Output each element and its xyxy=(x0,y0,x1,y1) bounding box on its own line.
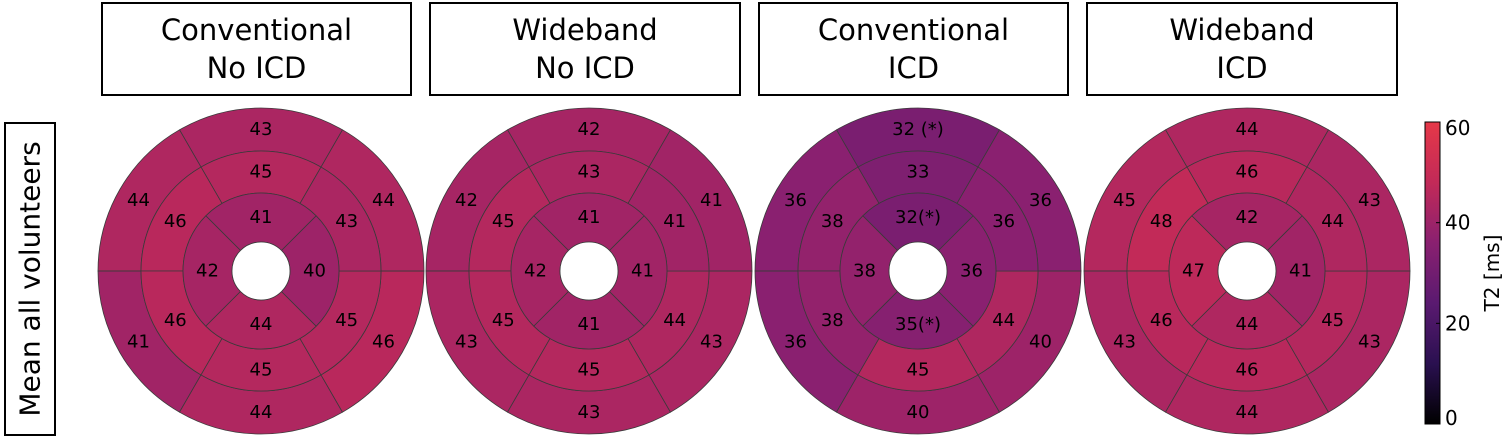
segment-6-value: 36 xyxy=(1029,190,1052,211)
bullseye-panel-1: 43 44 41 44 46 44 45 46 46 45 45 43 41 42 44 40 xyxy=(97,107,425,435)
segment-2-value: 36 xyxy=(784,190,807,211)
panel-2-title-line-2: No ICD xyxy=(535,51,635,85)
segment-13-value: 41 xyxy=(250,207,273,228)
segment-9-value: 46 xyxy=(1150,310,1173,331)
colorbar-tick-label-20: 20 xyxy=(1445,311,1470,335)
colorbar: 0 20 40 60 T2 [ms] xyxy=(1424,116,1504,430)
colorbar-tick-label-60: 60 xyxy=(1445,116,1470,140)
segment-9-value: 38 xyxy=(821,310,844,331)
segment-15-value: 44 xyxy=(1236,314,1259,335)
segment-7-value: 46 xyxy=(1236,162,1259,183)
bullseye-panel-4: 44 45 43 44 43 43 46 48 46 46 45 44 42 47 44 41 xyxy=(1083,107,1411,435)
segment-4-value: 44 xyxy=(1236,402,1259,423)
segment-1-value: 42 xyxy=(578,119,601,140)
panel-1-title-line-1: Conventional xyxy=(160,13,353,47)
bullseye-panels: 4344414446444546464545434142444042424343… xyxy=(97,107,1411,435)
segment-11-value: 45 xyxy=(1321,310,1344,331)
panel-header-4: Wideband ICD xyxy=(1086,2,1398,96)
segment-16-value: 41 xyxy=(1289,261,1312,282)
segment-2-value: 42 xyxy=(455,190,478,211)
segment-14-value: 42 xyxy=(524,261,547,282)
center-hole xyxy=(231,241,291,301)
segment-7-value: 43 xyxy=(578,162,601,183)
segment-16-value: 41 xyxy=(631,261,654,282)
segment-15-value: 44 xyxy=(250,314,273,335)
segment-1-value: 43 xyxy=(250,119,273,140)
segment-14-value: 47 xyxy=(1182,261,1205,282)
segment-4-value: 44 xyxy=(250,402,273,423)
segment-11-value: 44 xyxy=(992,310,1015,331)
row-label-box: Mean all volunteers xyxy=(4,122,56,436)
segment-13-value: 32(*) xyxy=(895,207,941,228)
bullseye-panel-2: 42 42 43 43 43 41 43 45 45 45 44 41 41 42 41 41 xyxy=(425,107,753,435)
segment-4-value: 40 xyxy=(907,402,930,423)
segment-10-value: 45 xyxy=(907,360,930,381)
segment-7-value: 45 xyxy=(250,162,273,183)
panel-3-title-line-1: Conventional xyxy=(817,13,1010,47)
segment-16-value: 36 xyxy=(960,261,983,282)
panel-4-title-line-2: ICD xyxy=(1216,51,1268,85)
segment-4-value: 43 xyxy=(578,402,601,423)
segment-13-value: 42 xyxy=(1236,207,1259,228)
colorbar-tick-label-0: 0 xyxy=(1445,406,1458,430)
segment-15-value: 41 xyxy=(578,314,601,335)
segment-8-value: 46 xyxy=(164,211,187,232)
panel-4-title-line-1: Wideband xyxy=(1169,13,1315,47)
panel-header-3: Conventional ICD xyxy=(758,2,1069,96)
segment-9-value: 45 xyxy=(492,310,515,331)
segment-9-value: 46 xyxy=(164,310,187,331)
segment-3-value: 41 xyxy=(127,331,150,352)
segment-2-value: 44 xyxy=(127,190,150,211)
center-hole xyxy=(1217,241,1277,301)
segment-3-value: 36 xyxy=(784,331,807,352)
segment-10-value: 45 xyxy=(578,360,601,381)
segment-5-value: 46 xyxy=(372,331,395,352)
segment-5-value: 43 xyxy=(700,331,723,352)
segment-11-value: 44 xyxy=(663,310,686,331)
segment-6-value: 43 xyxy=(1358,190,1381,211)
segment-1-value: 32 (*) xyxy=(892,119,944,140)
segment-2-value: 45 xyxy=(1113,190,1136,211)
segment-8-value: 38 xyxy=(821,211,844,232)
segment-6-value: 44 xyxy=(372,190,395,211)
segment-5-value: 40 xyxy=(1029,331,1052,352)
segment-13-value: 41 xyxy=(578,207,601,228)
segment-12-value: 36 xyxy=(992,211,1015,232)
panel-header-2: Wideband No ICD xyxy=(429,2,741,96)
segment-3-value: 43 xyxy=(1113,331,1136,352)
panel-3-title-line-2: ICD xyxy=(887,51,940,85)
segment-12-value: 41 xyxy=(663,211,686,232)
colorbar-label: T2 [ms] xyxy=(1480,235,1504,313)
segment-7-value: 33 xyxy=(907,162,930,183)
segment-12-value: 43 xyxy=(335,211,358,232)
segment-12-value: 44 xyxy=(1321,211,1344,232)
center-hole xyxy=(559,241,619,301)
colorbar-tick-label-40: 40 xyxy=(1445,211,1470,235)
segment-8-value: 48 xyxy=(1150,211,1173,232)
segment-10-value: 45 xyxy=(250,360,273,381)
segment-14-value: 42 xyxy=(196,261,219,282)
segment-1-value: 44 xyxy=(1236,119,1259,140)
bullseye-panel-3: 32 (*) 36 36 40 40 36 33 38 38 45 44 36 32(*) 38 35(*)… xyxy=(754,107,1082,435)
panel-2-title-line-1: Wideband xyxy=(512,13,658,47)
segment-16-value: 40 xyxy=(303,261,326,282)
segment-14-value: 38 xyxy=(853,261,876,282)
segment-15-value: 35(*) xyxy=(895,314,941,335)
segment-8-value: 45 xyxy=(492,211,515,232)
panel-header-1: Conventional No ICD xyxy=(101,2,412,96)
segment-5-value: 43 xyxy=(1358,331,1381,352)
segment-6-value: 41 xyxy=(700,190,723,211)
segment-10-value: 46 xyxy=(1236,360,1259,381)
segment-11-value: 45 xyxy=(335,310,358,331)
center-hole xyxy=(888,241,948,301)
panel-1-title-line-2: No ICD xyxy=(206,51,307,85)
colorbar-gradient xyxy=(1424,121,1441,425)
segment-3-value: 43 xyxy=(455,331,478,352)
